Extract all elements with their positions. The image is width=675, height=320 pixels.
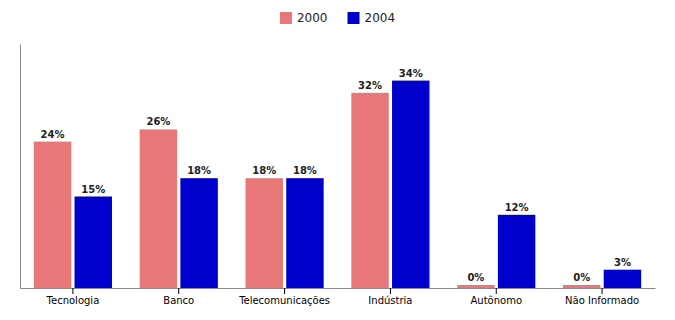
x-tick-label: Indústria — [368, 295, 412, 306]
x-axis-line — [21, 288, 656, 289]
data-label: 18% — [293, 165, 317, 176]
bar-series — [34, 93, 601, 288]
data-label: 18% — [252, 165, 276, 176]
x-tick-mark — [178, 288, 179, 294]
x-tick: Telecomunicações — [238, 288, 330, 306]
x-tick-mark — [72, 288, 73, 294]
data-label: 12% — [505, 202, 529, 213]
x-axis: Tecnologia Banco Telecomunicações Indústria… — [21, 288, 656, 306]
data-label: 0% — [573, 272, 590, 283]
data-label: 15% — [81, 184, 105, 195]
x-tick: Indústria — [368, 288, 412, 306]
x-tick-mark — [602, 288, 603, 294]
y-axis — [20, 45, 21, 289]
x-tick: Não Informado — [565, 288, 639, 306]
legend-label: 2000 — [297, 11, 328, 25]
bar — [351, 93, 388, 288]
data-label: 3% — [614, 257, 631, 268]
bar — [563, 285, 600, 288]
legend-item: 2000 — [280, 11, 328, 25]
bar — [498, 215, 535, 288]
x-tick-mark — [390, 288, 391, 294]
x-tick: Tecnologia — [46, 288, 100, 306]
bar — [392, 81, 429, 288]
bar-series — [75, 81, 642, 288]
y-axis-line — [20, 45, 21, 289]
data-label: 24% — [41, 129, 65, 140]
x-tick-label: Não Informado — [565, 295, 639, 306]
bar — [180, 178, 217, 288]
data-label: 34% — [399, 68, 423, 79]
data-labels: 24% 26% 18% 32% 0% 0% 15% 18% 18% 34% 12% 3% — [41, 68, 631, 283]
x-tick: Banco — [163, 288, 194, 306]
x-tick-mark — [496, 288, 497, 294]
legend-item: 2004 — [348, 11, 396, 25]
legend-swatch — [348, 12, 360, 24]
bar — [604, 270, 641, 288]
x-tick-mark — [284, 288, 285, 294]
bar — [457, 285, 494, 288]
bar — [34, 142, 71, 288]
chart: Tecnologia Banco Telecomunicações Indústria… — [0, 0, 675, 320]
x-tick-label: Tecnologia — [46, 295, 100, 306]
bar — [246, 178, 283, 288]
bar — [140, 129, 177, 288]
bar — [75, 197, 112, 289]
plot: Tecnologia Banco Telecomunicações Indústria… — [21, 45, 656, 307]
data-label: 0% — [467, 272, 484, 283]
legend-label: 2004 — [365, 11, 396, 25]
bars — [34, 81, 641, 288]
legend-swatch — [280, 12, 292, 24]
data-label: 32% — [358, 80, 382, 91]
data-label: 18% — [187, 165, 211, 176]
x-tick-label: Autônomo — [470, 295, 522, 306]
data-label: 26% — [146, 116, 170, 127]
x-tick-label: Telecomunicações — [238, 295, 330, 306]
x-tick-label: Banco — [163, 295, 194, 306]
legend: 2000 2004 — [280, 11, 395, 25]
x-tick: Autônomo — [470, 288, 522, 306]
bar — [286, 178, 323, 288]
